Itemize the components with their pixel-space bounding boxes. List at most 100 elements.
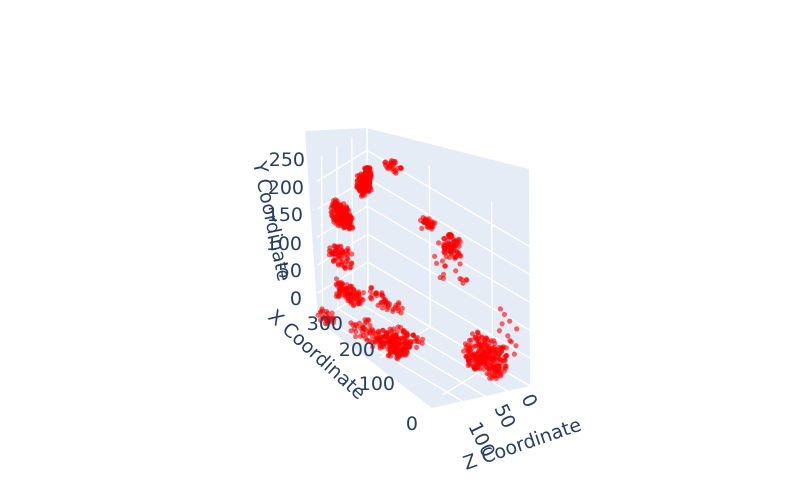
data-point[interactable]: [340, 250, 346, 256]
data-point[interactable]: [454, 249, 460, 255]
data-point[interactable]: [379, 290, 385, 296]
data-point[interactable]: [366, 171, 372, 177]
data-point[interactable]: [338, 255, 344, 261]
data-point[interactable]: [482, 353, 488, 360]
data-point[interactable]: [489, 359, 495, 365]
data-point[interactable]: [419, 225, 425, 231]
data-point[interactable]: [496, 344, 502, 351]
data-point[interactable]: [344, 216, 350, 222]
data-point[interactable]: [367, 327, 373, 333]
data-point[interactable]: [505, 333, 511, 339]
data-point[interactable]: [357, 299, 363, 305]
data-point[interactable]: [399, 305, 405, 311]
data-point[interactable]: [482, 360, 488, 366]
data-point[interactable]: [513, 343, 519, 349]
data-point[interactable]: [376, 334, 382, 341]
data-point[interactable]: [337, 287, 343, 293]
data-point[interactable]: [401, 328, 407, 334]
data-point[interactable]: [362, 317, 368, 323]
data-point[interactable]: [326, 252, 332, 258]
data-point[interactable]: [403, 340, 409, 346]
data-point[interactable]: [457, 276, 463, 282]
data-point[interactable]: [389, 345, 395, 352]
data-point[interactable]: [487, 375, 493, 381]
data-point[interactable]: [387, 326, 393, 332]
data-point[interactable]: [333, 208, 339, 214]
data-point[interactable]: [379, 305, 386, 311]
data-point[interactable]: [353, 334, 359, 340]
data-point[interactable]: [507, 338, 513, 344]
data-point[interactable]: [330, 258, 336, 264]
data-point[interactable]: [332, 248, 338, 254]
data-point[interactable]: [347, 283, 353, 289]
data-point[interactable]: [440, 271, 447, 277]
data-point[interactable]: [449, 243, 455, 249]
data-point[interactable]: [336, 293, 342, 300]
data-point[interactable]: [345, 245, 351, 252]
data-point[interactable]: [353, 323, 360, 329]
data-point[interactable]: [364, 331, 370, 337]
data-point[interactable]: [485, 337, 491, 343]
data-point[interactable]: [440, 275, 447, 281]
data-point[interactable]: [393, 351, 399, 357]
data-point[interactable]: [453, 268, 459, 274]
data-point[interactable]: [398, 341, 404, 347]
data-point[interactable]: [325, 319, 331, 325]
data-point[interactable]: [468, 337, 474, 343]
data-point[interactable]: [499, 321, 505, 327]
data-point[interactable]: [473, 356, 479, 362]
data-point[interactable]: [358, 193, 364, 199]
data-point[interactable]: [354, 183, 360, 190]
data-point[interactable]: [367, 288, 374, 294]
data-point[interactable]: [335, 212, 341, 218]
data-point[interactable]: [501, 311, 508, 318]
data-point[interactable]: [362, 165, 368, 171]
data-point[interactable]: [347, 265, 353, 271]
data-point[interactable]: [503, 353, 509, 359]
data-point[interactable]: [344, 250, 350, 257]
data-point[interactable]: [442, 263, 448, 269]
data-point[interactable]: [498, 360, 504, 366]
data-point[interactable]: [426, 216, 432, 222]
data-point[interactable]: [335, 261, 341, 267]
data-point[interactable]: [425, 224, 431, 230]
data-point[interactable]: [337, 282, 343, 288]
data-point[interactable]: [436, 240, 442, 246]
data-point[interactable]: [370, 344, 376, 350]
data-point[interactable]: [439, 258, 446, 264]
data-point[interactable]: [497, 306, 503, 312]
data-point[interactable]: [360, 173, 366, 180]
data-point[interactable]: [398, 310, 404, 316]
data-point[interactable]: [346, 296, 352, 302]
data-point[interactable]: [453, 239, 459, 245]
data-point[interactable]: [495, 368, 502, 374]
data-point[interactable]: [410, 332, 416, 338]
data-point[interactable]: [343, 206, 349, 212]
data-point[interactable]: [507, 318, 513, 324]
data-point[interactable]: [496, 328, 502, 334]
data-point[interactable]: [351, 294, 357, 300]
data-point[interactable]: [364, 337, 370, 343]
data-point[interactable]: [349, 260, 355, 266]
data-point[interactable]: [329, 310, 335, 316]
data-point[interactable]: [432, 253, 438, 259]
data-point[interactable]: [344, 290, 350, 296]
data-point[interactable]: [477, 345, 483, 351]
data-point[interactable]: [341, 264, 347, 270]
data-point[interactable]: [363, 326, 369, 332]
data-point[interactable]: [447, 232, 453, 239]
data-point[interactable]: [373, 290, 379, 297]
data-point[interactable]: [378, 299, 384, 305]
data-point[interactable]: [485, 365, 492, 371]
data-point[interactable]: [341, 201, 347, 207]
data-point[interactable]: [331, 316, 337, 322]
data-point[interactable]: [396, 301, 402, 307]
data-points[interactable]: [315, 158, 520, 381]
data-point[interactable]: [394, 165, 401, 172]
data-point[interactable]: [502, 363, 508, 369]
data-point[interactable]: [375, 328, 381, 334]
data-point[interactable]: [332, 202, 338, 208]
data-point[interactable]: [499, 348, 505, 354]
data-point[interactable]: [390, 306, 396, 312]
